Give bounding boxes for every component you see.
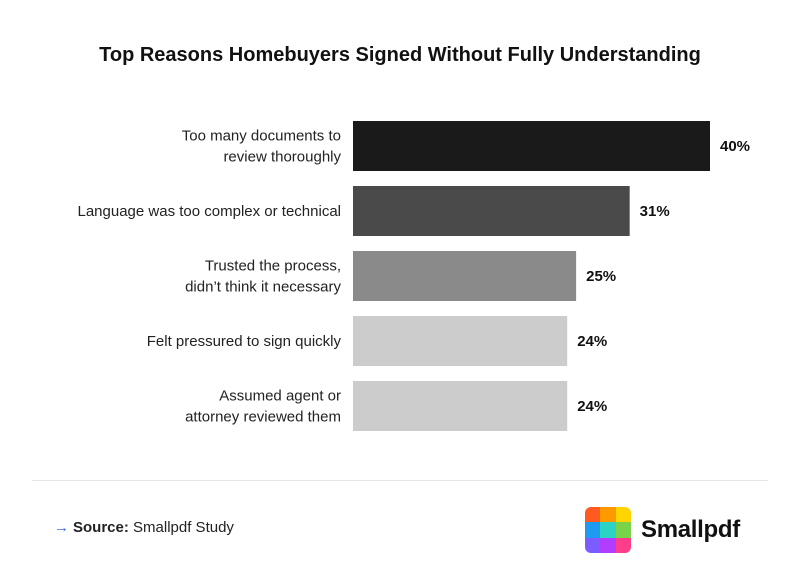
value-label-2: 31% (640, 203, 670, 220)
logo-tile (600, 537, 616, 553)
bar-3 (353, 251, 577, 301)
bar-5 (353, 381, 568, 431)
logo-tile (615, 507, 631, 523)
value-label-5: 24% (577, 398, 607, 415)
value-label-4: 24% (577, 333, 607, 350)
category-label-1: Too many documents to review thoroughly (182, 128, 342, 166)
smallpdf-logo: Smallpdf (585, 507, 740, 553)
source-note: → Source: Smallpdf Study (54, 519, 234, 536)
logo-grid-icon (585, 507, 631, 553)
bar-4 (353, 316, 568, 366)
category-label-5: Assumed agent or attorney reviewed them (185, 388, 341, 426)
bar-1 (353, 121, 710, 171)
logo-tile (615, 537, 631, 553)
footer-divider (32, 480, 768, 481)
arrow-right-icon: → (54, 519, 69, 536)
logo-tile (600, 522, 616, 538)
bar-2 (353, 186, 630, 236)
logo-tile (615, 522, 631, 538)
category-label-3: Trusted the process, didn’t think it nece… (185, 258, 341, 296)
value-label-1: 40% (720, 138, 750, 155)
source-text: Smallpdf Study (133, 519, 234, 536)
value-label-3: 25% (586, 268, 616, 285)
bar-chart: 40% Too many documents to review thoroughl… (78, 121, 750, 431)
category-label-4: Felt pressured to sign quickly (147, 333, 342, 350)
logo-text: Smallpdf (641, 516, 740, 543)
logo-tile (585, 507, 601, 523)
logo-tile (600, 507, 616, 523)
logo-tile (585, 537, 601, 553)
category-label-2: Language was too complex or technical (78, 203, 342, 220)
logo-tile (585, 522, 601, 538)
chart-title: Top Reasons Homebuyers Signed Without Fu… (99, 44, 701, 66)
source-label: Source: (73, 519, 129, 536)
